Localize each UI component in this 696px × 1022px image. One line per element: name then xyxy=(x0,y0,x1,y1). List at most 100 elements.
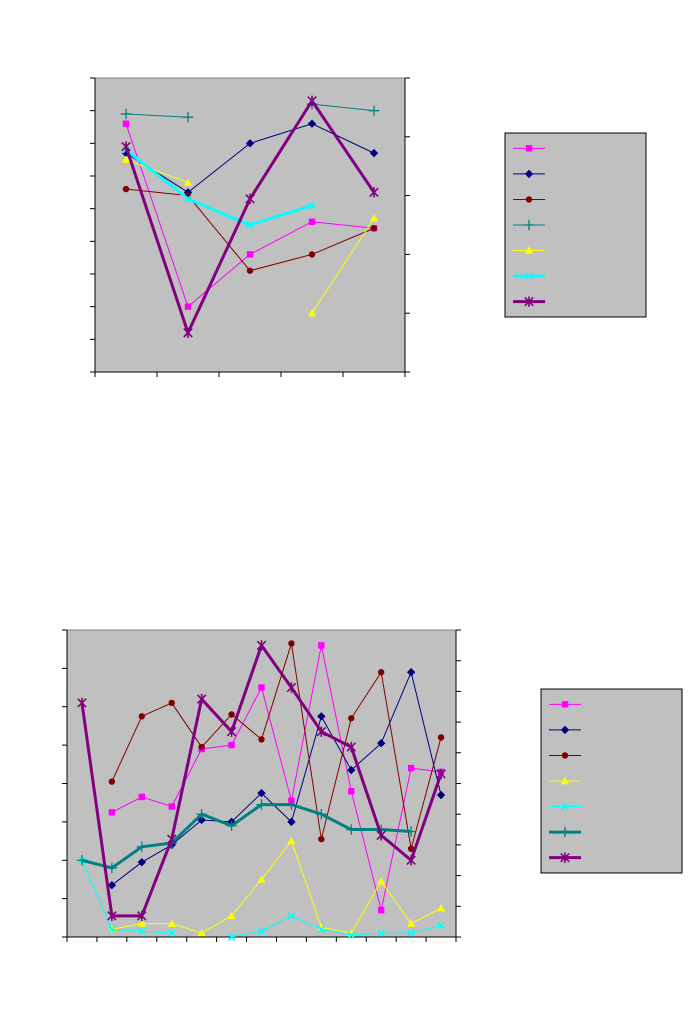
legend-entry-6 xyxy=(549,826,581,838)
series-3-point xyxy=(370,225,378,232)
series-7-point xyxy=(346,741,357,753)
series-7-point xyxy=(166,833,177,845)
series-5-point xyxy=(377,929,385,937)
series-3-point xyxy=(122,185,130,193)
legend-swatch-marker xyxy=(523,219,535,231)
legend-entry-5 xyxy=(513,246,545,254)
series-7-point xyxy=(107,910,117,922)
series-4-line xyxy=(311,103,375,112)
series-6-line xyxy=(125,148,313,227)
series-1-line xyxy=(111,644,442,911)
legend-swatch-marker xyxy=(524,246,534,254)
series-7-point xyxy=(376,830,386,841)
series-2-point xyxy=(107,880,117,890)
series-4-point xyxy=(182,112,194,123)
series-5-point xyxy=(167,929,176,937)
series-6-point xyxy=(106,862,118,874)
series-1-point xyxy=(184,303,192,310)
series-2-point xyxy=(137,857,147,867)
legend-entry-2 xyxy=(513,169,545,179)
series-5-point xyxy=(108,925,116,934)
series-5-point xyxy=(407,929,415,937)
legend-swatch-marker xyxy=(524,169,534,179)
series-5-point xyxy=(138,927,146,936)
chart-2 xyxy=(62,629,461,942)
series-4-line xyxy=(125,113,189,118)
series-6-point xyxy=(316,809,327,820)
plot-area xyxy=(66,629,457,938)
series-4-point xyxy=(368,105,380,116)
series-5-line xyxy=(231,915,442,938)
series-2-point xyxy=(317,712,326,721)
series-5-line xyxy=(311,218,375,314)
series-1-point xyxy=(377,906,385,914)
series-4-point xyxy=(167,919,176,927)
series-3-point xyxy=(138,713,146,720)
legend-entry-6 xyxy=(513,272,545,280)
series-5-line xyxy=(81,860,172,934)
series-5-point xyxy=(369,214,379,222)
series-3-point xyxy=(108,778,116,785)
series-1-point xyxy=(308,218,316,225)
legend-entry-4 xyxy=(549,776,581,785)
series-6-point xyxy=(308,201,316,210)
legend-entry-5 xyxy=(549,802,581,811)
series-6-point xyxy=(246,221,254,229)
series-5-point xyxy=(347,931,356,939)
legend-swatch-marker xyxy=(561,701,569,708)
legend-swatch-marker xyxy=(561,752,569,759)
series-3-point xyxy=(228,711,235,718)
series-2-point xyxy=(436,790,446,800)
legend-entry-7 xyxy=(513,296,545,307)
series-7-point xyxy=(316,726,327,737)
series-1-point xyxy=(348,787,355,795)
series-4-point xyxy=(137,919,147,927)
legend-entry-3 xyxy=(549,752,581,759)
series-7-point xyxy=(226,726,237,737)
series-4-point xyxy=(120,108,132,120)
series-4-point xyxy=(287,836,296,845)
legend-swatch-marker xyxy=(525,196,533,203)
series-5-point xyxy=(227,933,236,941)
series-7-point xyxy=(406,855,416,866)
legend-entry-2 xyxy=(549,725,581,735)
legend-swatch-marker xyxy=(525,145,533,152)
series-5-point xyxy=(307,309,317,317)
series-4-point xyxy=(257,875,266,883)
series-7-point xyxy=(256,640,267,651)
series-5 xyxy=(121,155,379,317)
series-3-point xyxy=(348,715,355,722)
series-2-point xyxy=(406,668,416,677)
series-3-point xyxy=(258,736,265,743)
series-2-point xyxy=(197,815,206,825)
series-4-point xyxy=(376,877,386,885)
series-1-point xyxy=(138,793,146,801)
series-7-point xyxy=(436,768,446,780)
series-4-point xyxy=(197,928,206,937)
series-7-point xyxy=(369,187,379,198)
series-3-point xyxy=(246,267,254,274)
series-7-point xyxy=(196,693,207,705)
series-4-point xyxy=(406,919,416,927)
legend-entry-1 xyxy=(513,145,545,152)
series-1-point xyxy=(318,642,325,649)
series-5-point xyxy=(287,912,296,920)
series-7-point xyxy=(137,910,147,922)
series-5-line xyxy=(125,159,189,184)
legend-entry-1 xyxy=(549,701,581,708)
series-3-point xyxy=(198,743,205,751)
series-2-point xyxy=(347,765,356,775)
series-6-point xyxy=(346,824,357,835)
legend-swatch-marker xyxy=(560,852,570,863)
series-3-point xyxy=(437,734,445,741)
chart-1 xyxy=(90,77,410,377)
series-3-point xyxy=(308,251,316,258)
series-3-line xyxy=(111,642,442,850)
series-2-point xyxy=(369,148,379,158)
legend xyxy=(540,688,683,874)
series-1-point xyxy=(407,764,415,772)
series-1 xyxy=(108,642,445,914)
legend-swatch-marker xyxy=(559,826,571,838)
series-7-point xyxy=(245,193,255,205)
